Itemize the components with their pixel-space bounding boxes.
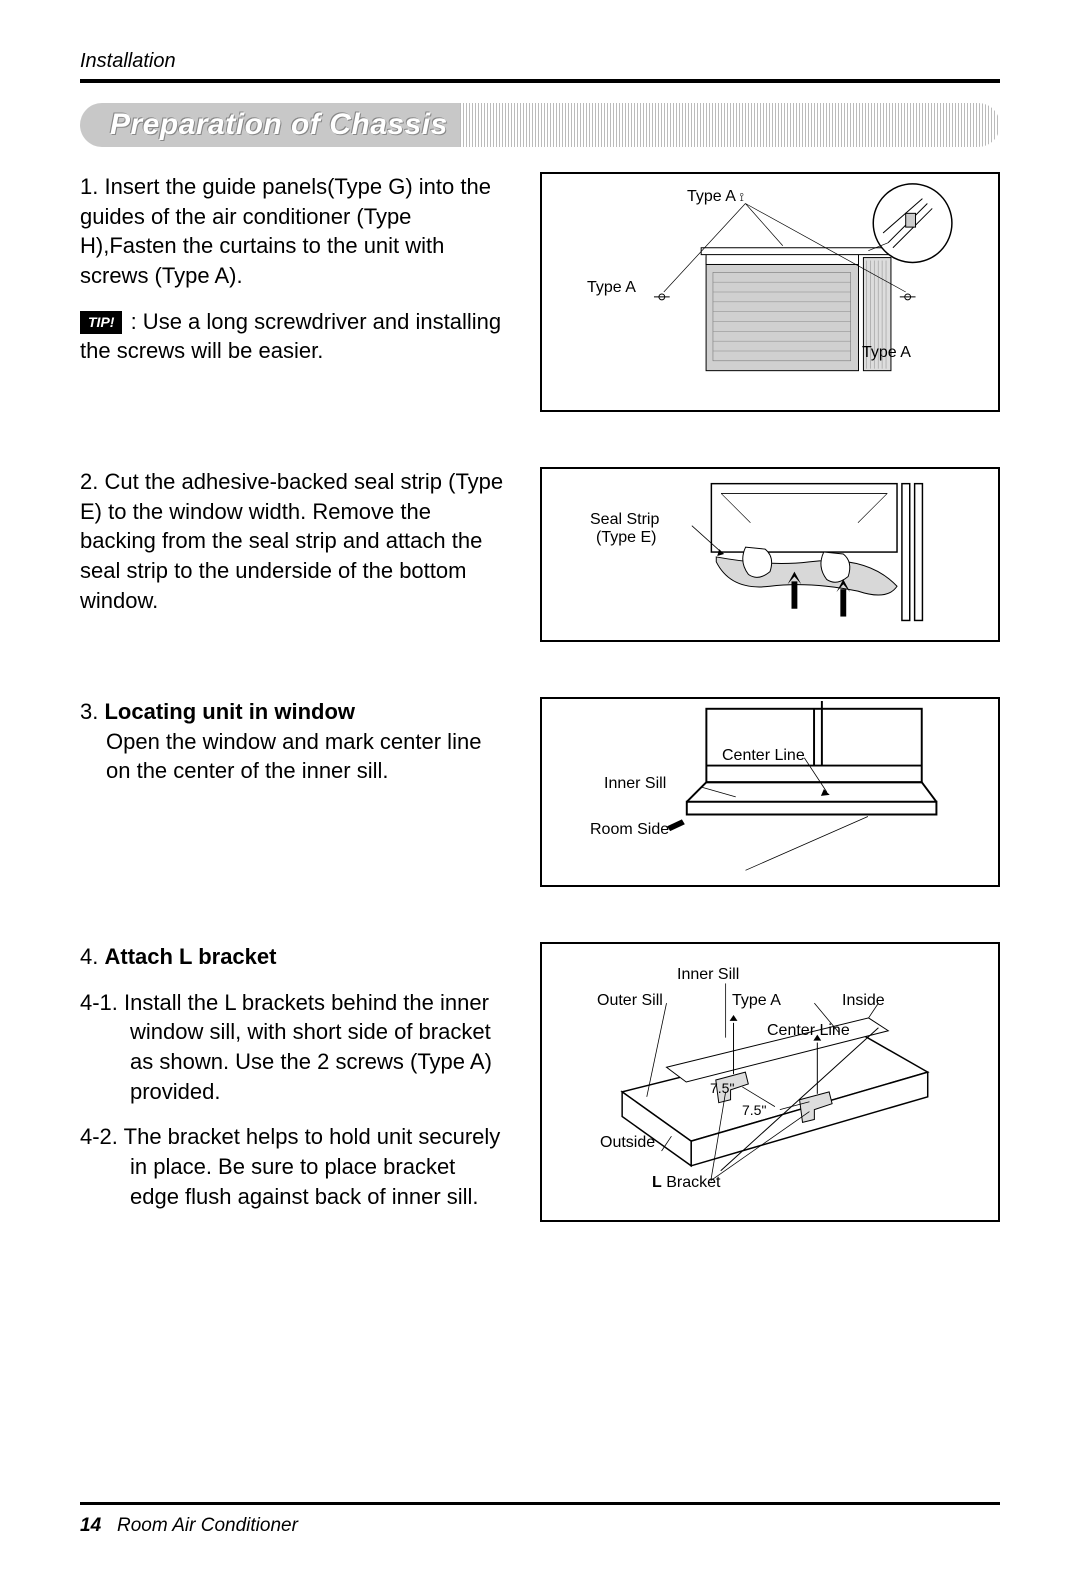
fig4-label-inside: Inside — [842, 992, 885, 1010]
step-2-text: 2. Cut the adhesive-backed seal strip (T… — [80, 467, 510, 615]
step-1-body: Insert the guide panels(Type G) into the… — [80, 174, 491, 288]
step-4-1-number: 4-1. — [80, 990, 118, 1015]
figure-4: Inner Sill Outer Sill Type A Inside Cent… — [540, 942, 1000, 1222]
fig4-label-outside: Outside — [600, 1134, 655, 1152]
footer-title: Room Air Conditioner — [117, 1515, 298, 1536]
tip-text: : Use a long screwdriver and installing … — [80, 309, 501, 364]
fig4-label-dim1: 7.5" — [710, 1080, 734, 1096]
fig4-label-inner-sill: Inner Sill — [677, 966, 739, 984]
step-4-2-number: 4-2. — [80, 1124, 118, 1149]
fig3-label-center-line: Center Line — [722, 747, 805, 765]
figure-4-svg — [542, 944, 998, 1220]
fig4-label-outer-sill: Outer Sill — [597, 992, 663, 1010]
figure-3: Center Line Inner Sill Room Side — [540, 697, 1000, 887]
fig4-label-dim2: 7.5" — [742, 1102, 766, 1118]
step-4-number: 4. — [80, 944, 98, 969]
figure-1: Type A ⟟ Type A Type A — [540, 172, 1000, 412]
figure-2-svg — [542, 469, 998, 640]
fig1-label-type-a-top: Type A ⟟ — [687, 188, 744, 206]
step-4-row: 4. Attach L bracket 4-1. Install the L b… — [80, 942, 1000, 1222]
step-3-heading: Locating unit in window — [104, 699, 355, 724]
footer-page-number: 14 — [80, 1515, 101, 1536]
step-2-number: 2. — [80, 469, 98, 494]
figure-2: Seal Strip (Type E) — [540, 467, 1000, 642]
step-1-number: 1. — [80, 174, 98, 199]
section-header: Installation — [80, 50, 1000, 83]
step-2-body: Cut the adhesive-backed seal strip (Type… — [80, 469, 503, 613]
step-3-row: 3. Locating unit in window Open the wind… — [80, 697, 1000, 887]
step-3-body: Open the window and mark center line on … — [106, 729, 481, 784]
step-1-text: 1. Insert the guide panels(Type G) into … — [80, 172, 510, 366]
fig4-label-l-bracket: L Bracket — [652, 1174, 720, 1192]
title-stripes — [460, 103, 1000, 147]
fig2-label-type-e: (Type E) — [596, 529, 656, 547]
footer-rule: 14 Room Air Conditioner — [80, 1502, 1000, 1537]
page-title: Preparation of Chassis — [110, 108, 448, 142]
step-1-row: 1. Insert the guide panels(Type G) into … — [80, 172, 1000, 412]
step-4-2-body: The bracket helps to hold unit securely … — [124, 1124, 501, 1208]
step-4-1-body: Install the L brackets behind the inner … — [124, 990, 492, 1104]
tip-badge: TIP! — [80, 311, 122, 334]
title-pill: Preparation of Chassis — [80, 103, 460, 147]
step-2-row: 2. Cut the adhesive-backed seal strip (T… — [80, 467, 1000, 642]
step-4-text: 4. Attach L bracket 4-1. Install the L b… — [80, 942, 510, 1212]
fig4-label-center-line: Center Line — [767, 1022, 850, 1040]
step-3-number: 3. — [80, 699, 98, 724]
fig2-label-seal-strip: Seal Strip — [590, 511, 659, 529]
step-4-heading: Attach L bracket — [104, 944, 276, 969]
footer-text: 14 Room Air Conditioner — [80, 1515, 1000, 1537]
fig1-label-type-a-right: Type A — [862, 344, 911, 362]
fig4-label-type-a: Type A — [732, 992, 781, 1010]
title-bar: Preparation of Chassis — [80, 103, 1000, 147]
step-3-text: 3. Locating unit in window Open the wind… — [80, 697, 510, 786]
fig3-label-room-side: Room Side — [590, 821, 669, 839]
fig3-label-inner-sill: Inner Sill — [604, 775, 666, 793]
fig1-label-type-a-left: Type A — [587, 279, 636, 297]
